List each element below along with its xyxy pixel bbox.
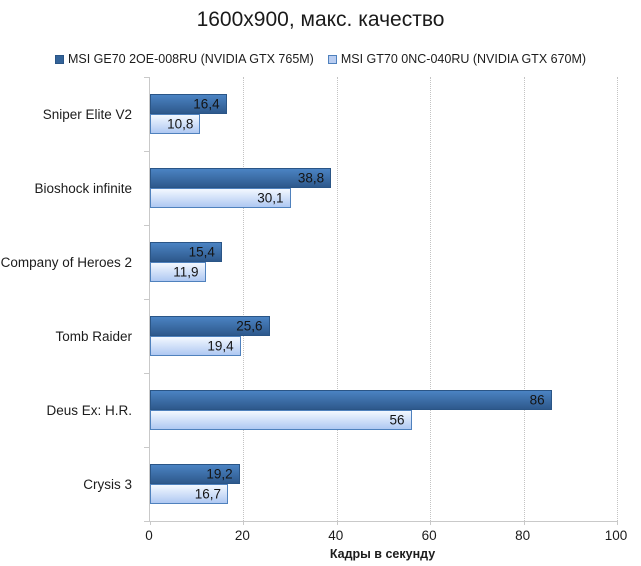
gridline — [243, 77, 245, 521]
bar-value-label: 30,1 — [257, 190, 284, 206]
bar-ge70: 25,6 — [150, 316, 270, 336]
category-label: Company of Heroes 2 — [0, 254, 132, 270]
x-axis-tick-label: 100 — [604, 528, 628, 543]
bar-value-label: 25,6 — [236, 318, 263, 334]
bar-ge70: 86 — [150, 390, 552, 410]
bar-gt70: 11,9 — [150, 262, 206, 282]
bar-gt70: 19,4 — [150, 336, 241, 356]
bar-gt70: 16,7 — [150, 484, 228, 504]
category-axis-tick — [144, 77, 150, 78]
bar-group: 15,4 11,9 — [150, 225, 617, 299]
bar-value-label: 16,7 — [194, 486, 221, 502]
bar-ge70: 15,4 — [150, 242, 222, 262]
bar-value-label: 38,8 — [297, 170, 325, 186]
legend-item-gt70: MSI GT70 0NC-040RU (NVIDIA GTX 670M) — [327, 52, 587, 66]
bar-group: 86 56 — [150, 373, 617, 447]
x-axis-tick-label: 0 — [145, 528, 153, 543]
category-axis-tick — [144, 299, 150, 300]
bar-gt70: 10,8 — [150, 114, 201, 134]
bar-value-label: 10,8 — [167, 116, 194, 132]
bar-value-label: 86 — [529, 392, 545, 408]
bar-group: 38,8 30,1 — [150, 151, 617, 225]
bar-value-label: 56 — [389, 412, 405, 428]
legend-item-ge70: MSI GE70 2OE-008RU (NVIDIA GTX 765M) — [54, 52, 314, 66]
bar-value-label: 16,4 — [193, 96, 220, 112]
legend-label-ge70: MSI GE70 2OE-008RU (NVIDIA GTX 765M) — [67, 52, 314, 66]
gridline — [336, 77, 338, 521]
x-axis-tick — [430, 521, 432, 525]
x-axis-tick-label: 40 — [328, 528, 344, 543]
gridline — [523, 77, 525, 521]
bar-ge70: 38,8 — [150, 168, 332, 188]
x-axis-tick-labels: 0 20 40 60 80 100 — [145, 528, 627, 544]
x-axis-tick — [523, 521, 525, 525]
bar-group: 16,4 10,8 — [150, 77, 617, 151]
category-label: Bioshock infinite — [34, 180, 132, 196]
legend-swatch-light-icon — [327, 54, 337, 64]
category-axis-tick — [144, 372, 150, 374]
category-axis-tick — [144, 150, 150, 152]
bar-group: 19,2 16,7 — [150, 447, 617, 521]
bar-ge70: 19,2 — [150, 464, 240, 484]
chart-plot: 16,4 10,8 38,8 30,1 15,4 11,9 25,6 19,4 86 56 19,2… — [144, 77, 618, 525]
legend-label-gt70: MSI GT70 0NC-040RU (NVIDIA GTX 670M) — [340, 52, 587, 66]
x-axis-title: Кадры в секунду — [329, 547, 436, 561]
bar-value-label: 15,4 — [188, 244, 215, 260]
bar-ge70: 16,4 — [150, 94, 227, 114]
bar-gt70: 30,1 — [150, 188, 291, 208]
x-axis-tick — [243, 521, 245, 525]
bar-value-label: 19,2 — [206, 466, 233, 482]
bar-value-label: 11,9 — [173, 264, 199, 280]
gridline — [430, 77, 432, 521]
category-labels: Sniper Elite V2 Bioshock infinite Company … — [0, 77, 141, 521]
bar-value-label: 19,4 — [207, 338, 234, 354]
x-axis-tick — [617, 521, 618, 525]
category-label: Sniper Elite V2 — [42, 106, 132, 122]
bar-group: 25,6 19,4 — [150, 299, 617, 373]
x-axis-tick — [150, 521, 151, 525]
x-axis-tick-label: 80 — [515, 528, 531, 543]
category-label: Crysis 3 — [83, 476, 132, 492]
category-axis-tick — [144, 224, 150, 226]
x-axis-tick — [336, 521, 338, 525]
bar-gt70: 56 — [150, 410, 412, 430]
chart-title: 1600x900, макс. качество — [196, 8, 445, 31]
x-axis-tick-label: 60 — [421, 528, 437, 543]
legend-swatch-dark-icon — [54, 54, 64, 64]
category-label: Tomb Raider — [55, 328, 132, 344]
category-axis-tick — [144, 447, 150, 448]
category-axis-tick — [144, 521, 150, 522]
category-label: Deus Ex: H.R. — [46, 402, 132, 418]
legend: MSI GE70 2OE-008RU (NVIDIA GTX 765M) MSI… — [0, 52, 641, 66]
x-axis-tick-label: 20 — [234, 528, 250, 543]
gridline — [617, 77, 618, 521]
